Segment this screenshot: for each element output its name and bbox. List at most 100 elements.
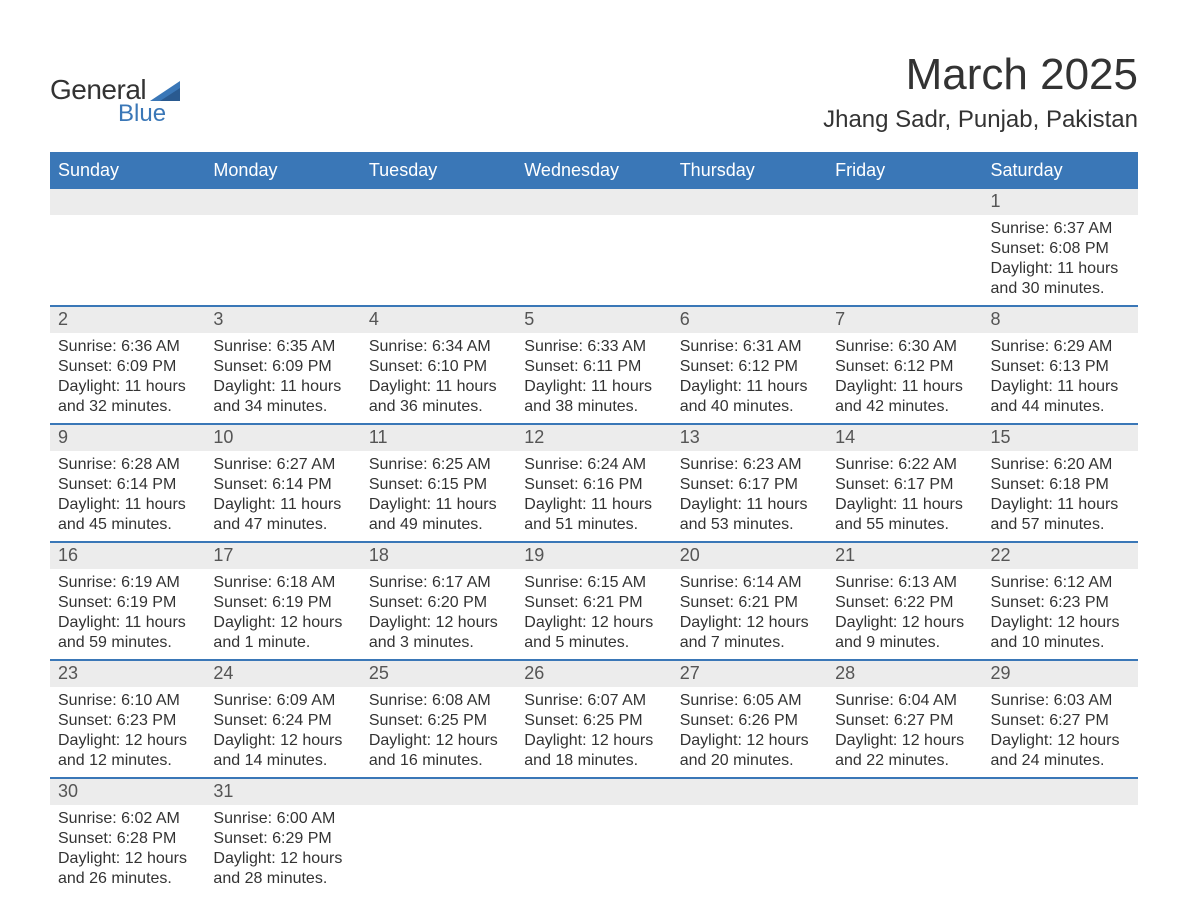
daylight-label: and 18 minutes. (524, 751, 663, 771)
day-info-cell: Sunrise: 6:28 AMSunset: 6:14 PMDaylight:… (50, 451, 205, 541)
daylight-label: Daylight: 12 hours (680, 613, 819, 633)
date-number: 29 (983, 661, 1138, 687)
date-number: 13 (672, 425, 827, 451)
day-info-cell: Sunrise: 6:13 AMSunset: 6:22 PMDaylight:… (827, 569, 982, 659)
daylight-label: Daylight: 11 hours (835, 377, 974, 397)
date-number (361, 779, 516, 805)
header: General Blue March 2025 Jhang Sadr, Punj… (50, 50, 1138, 134)
sunset-label: Sunset: 6:11 PM (524, 357, 663, 377)
day-info-row: Sunrise: 6:02 AMSunset: 6:28 PMDaylight:… (50, 805, 1138, 895)
date-number: 19 (516, 543, 671, 569)
date-number (672, 779, 827, 805)
day-info-cell: Sunrise: 6:07 AMSunset: 6:25 PMDaylight:… (516, 687, 671, 777)
date-number: 20 (672, 543, 827, 569)
sunrise-label: Sunrise: 6:15 AM (524, 573, 663, 593)
date-number: 30 (50, 779, 205, 805)
daylight-label: and 20 minutes. (680, 751, 819, 771)
sunrise-label: Sunrise: 6:24 AM (524, 455, 663, 475)
date-number-row: 1 (50, 189, 1138, 215)
daylight-label: and 3 minutes. (369, 633, 508, 653)
day-info-cell: Sunrise: 6:22 AMSunset: 6:17 PMDaylight:… (827, 451, 982, 541)
date-number: 18 (361, 543, 516, 569)
date-number: 14 (827, 425, 982, 451)
daylight-label: and 5 minutes. (524, 633, 663, 653)
date-number (50, 189, 205, 215)
sunrise-label: Sunrise: 6:22 AM (835, 455, 974, 475)
day-info-cell: Sunrise: 6:35 AMSunset: 6:09 PMDaylight:… (205, 333, 360, 423)
date-number: 15 (983, 425, 1138, 451)
day-info-cell (205, 215, 360, 305)
date-number (361, 189, 516, 215)
daylight-label: and 44 minutes. (991, 397, 1130, 417)
sunset-label: Sunset: 6:09 PM (213, 357, 352, 377)
sunset-label: Sunset: 6:18 PM (991, 475, 1130, 495)
daylight-label: and 16 minutes. (369, 751, 508, 771)
sunset-label: Sunset: 6:21 PM (524, 593, 663, 613)
sunset-label: Sunset: 6:19 PM (58, 593, 197, 613)
daylight-label: and 9 minutes. (835, 633, 974, 653)
sunset-label: Sunset: 6:13 PM (991, 357, 1130, 377)
day-info-cell: Sunrise: 6:19 AMSunset: 6:19 PMDaylight:… (50, 569, 205, 659)
day-info-cell: Sunrise: 6:08 AMSunset: 6:25 PMDaylight:… (361, 687, 516, 777)
day-info-cell: Sunrise: 6:03 AMSunset: 6:27 PMDaylight:… (983, 687, 1138, 777)
daylight-label: Daylight: 11 hours (58, 495, 197, 515)
daylight-label: Daylight: 12 hours (835, 731, 974, 751)
date-number (205, 189, 360, 215)
sunrise-label: Sunrise: 6:05 AM (680, 691, 819, 711)
day-info-cell: Sunrise: 6:04 AMSunset: 6:27 PMDaylight:… (827, 687, 982, 777)
date-number: 23 (50, 661, 205, 687)
daylight-label: Daylight: 12 hours (213, 731, 352, 751)
calendar-week: 1Sunrise: 6:37 AMSunset: 6:08 PMDaylight… (50, 187, 1138, 305)
daylight-label: Daylight: 12 hours (835, 613, 974, 633)
daylight-label: and 55 minutes. (835, 515, 974, 535)
day-info-row: Sunrise: 6:37 AMSunset: 6:08 PMDaylight:… (50, 215, 1138, 305)
sunset-label: Sunset: 6:19 PM (213, 593, 352, 613)
daylight-label: and 45 minutes. (58, 515, 197, 535)
day-info-cell (516, 805, 671, 895)
sunrise-label: Sunrise: 6:36 AM (58, 337, 197, 357)
day-info-cell: Sunrise: 6:37 AMSunset: 6:08 PMDaylight:… (983, 215, 1138, 305)
daylight-label: and 26 minutes. (58, 869, 197, 889)
sunrise-label: Sunrise: 6:07 AM (524, 691, 663, 711)
daylight-label: and 42 minutes. (835, 397, 974, 417)
day-info-cell: Sunrise: 6:10 AMSunset: 6:23 PMDaylight:… (50, 687, 205, 777)
month-title: March 2025 (823, 50, 1138, 100)
date-number: 17 (205, 543, 360, 569)
sunrise-label: Sunrise: 6:29 AM (991, 337, 1130, 357)
daylight-label: and 12 minutes. (58, 751, 197, 771)
sunrise-label: Sunrise: 6:19 AM (58, 573, 197, 593)
calendar-week: 2345678Sunrise: 6:36 AMSunset: 6:09 PMDa… (50, 305, 1138, 423)
daylight-label: Daylight: 11 hours (524, 377, 663, 397)
day-info-cell: Sunrise: 6:00 AMSunset: 6:29 PMDaylight:… (205, 805, 360, 895)
sunset-label: Sunset: 6:12 PM (680, 357, 819, 377)
sunset-label: Sunset: 6:24 PM (213, 711, 352, 731)
daylight-label: and 38 minutes. (524, 397, 663, 417)
day-info-cell: Sunrise: 6:12 AMSunset: 6:23 PMDaylight:… (983, 569, 1138, 659)
sunrise-label: Sunrise: 6:14 AM (680, 573, 819, 593)
day-info-row: Sunrise: 6:10 AMSunset: 6:23 PMDaylight:… (50, 687, 1138, 777)
daylight-label: Daylight: 12 hours (369, 731, 508, 751)
day-info-cell (672, 215, 827, 305)
day-info-cell: Sunrise: 6:31 AMSunset: 6:12 PMDaylight:… (672, 333, 827, 423)
date-number: 5 (516, 307, 671, 333)
sunset-label: Sunset: 6:14 PM (213, 475, 352, 495)
date-number: 16 (50, 543, 205, 569)
sunrise-label: Sunrise: 6:30 AM (835, 337, 974, 357)
daylight-label: and 28 minutes. (213, 869, 352, 889)
sunset-label: Sunset: 6:27 PM (991, 711, 1130, 731)
daylight-label: Daylight: 11 hours (835, 495, 974, 515)
sunrise-label: Sunrise: 6:13 AM (835, 573, 974, 593)
sunrise-label: Sunrise: 6:34 AM (369, 337, 508, 357)
sunrise-label: Sunrise: 6:27 AM (213, 455, 352, 475)
day-info-cell: Sunrise: 6:09 AMSunset: 6:24 PMDaylight:… (205, 687, 360, 777)
date-number (827, 779, 982, 805)
daylight-label: Daylight: 11 hours (680, 495, 819, 515)
daylight-label: Daylight: 11 hours (991, 377, 1130, 397)
calendar-week: 9101112131415Sunrise: 6:28 AMSunset: 6:1… (50, 423, 1138, 541)
daylight-label: Daylight: 11 hours (524, 495, 663, 515)
daylight-label: and 53 minutes. (680, 515, 819, 535)
day-info-cell (983, 805, 1138, 895)
sunset-label: Sunset: 6:26 PM (680, 711, 819, 731)
sunset-label: Sunset: 6:15 PM (369, 475, 508, 495)
date-number-row: 16171819202122 (50, 543, 1138, 569)
